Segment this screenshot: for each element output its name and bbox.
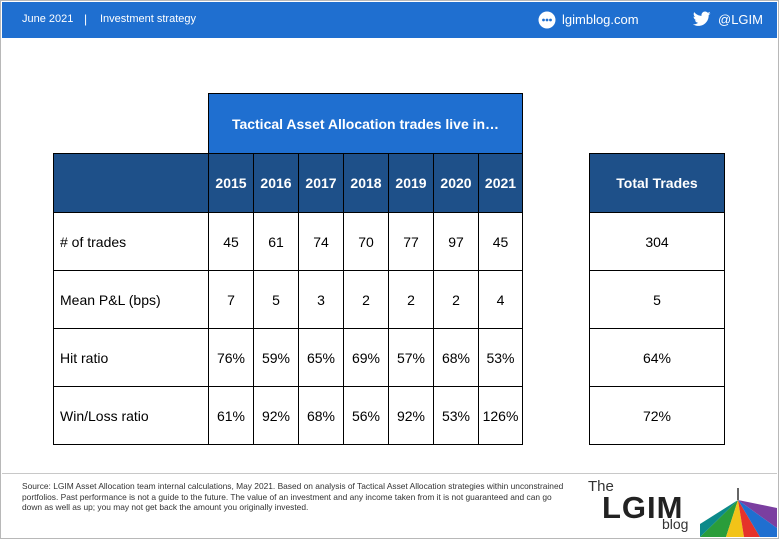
year-header: 2016 — [253, 153, 299, 213]
table-cell: 61% — [208, 386, 254, 445]
table-cell: 56% — [343, 386, 389, 445]
table-cell: 59% — [253, 328, 299, 387]
totals-cell: 5 — [589, 270, 725, 329]
header-twitter-handle[interactable]: @LGIM — [718, 12, 763, 27]
year-header: 2018 — [343, 153, 389, 213]
logo-blog: blog — [662, 516, 689, 532]
row-label: Win/Loss ratio — [53, 386, 209, 445]
table-cell: 3 — [298, 270, 344, 329]
table-cell: 92% — [388, 386, 434, 445]
table-corner-cell — [53, 153, 209, 213]
table-cell: 97 — [433, 212, 479, 271]
table-row: Mean P&L (bps) 7 5 3 2 2 2 4 — [53, 270, 523, 329]
table-cell: 61 — [253, 212, 299, 271]
table-row: Hit ratio 76% 59% 65% 69% 57% 68% 53% — [53, 328, 523, 387]
table-cell: 45 — [478, 212, 523, 271]
year-header: 2021 — [478, 153, 523, 213]
header-site-link[interactable]: lgimblog.com — [562, 12, 639, 27]
source-note: Source: LGIM Asset Allocation team inter… — [22, 481, 564, 512]
totals-header: Total Trades — [589, 153, 725, 213]
logo-lgim: LGIM — [602, 490, 684, 525]
table-title: Tactical Asset Allocation trades live in… — [208, 93, 523, 154]
table-cell: 68% — [433, 328, 479, 387]
year-header: 2019 — [388, 153, 434, 213]
table-cell: 2 — [388, 270, 434, 329]
table-cell: 69% — [343, 328, 389, 387]
totals-cell: 304 — [589, 212, 725, 271]
blog-icon — [538, 11, 556, 29]
table-cell: 53% — [478, 328, 523, 387]
table-row: # of trades 45 61 74 70 77 97 45 — [53, 212, 523, 271]
year-header: 2015 — [208, 153, 254, 213]
row-label: # of trades — [53, 212, 209, 271]
table-cell: 53% — [433, 386, 479, 445]
table-cell: 76% — [208, 328, 254, 387]
table-cell: 74 — [298, 212, 344, 271]
table-cell: 126% — [478, 386, 523, 445]
header-bar: June 2021 | Investment strategy lgimblog… — [2, 2, 777, 38]
table-cell: 92% — [253, 386, 299, 445]
row-label: Mean P&L (bps) — [53, 270, 209, 329]
table-cell: 57% — [388, 328, 434, 387]
year-header: 2017 — [298, 153, 344, 213]
table-cell: 2 — [343, 270, 389, 329]
table-cell: 2 — [433, 270, 479, 329]
header-separator: | — [84, 12, 88, 26]
footer-divider — [2, 473, 777, 474]
trades-table: Tactical Asset Allocation trades live in… — [53, 93, 523, 445]
table-cell: 70 — [343, 212, 389, 271]
totals-table: Total Trades 304 5 64% 72% — [589, 153, 725, 445]
table-row: Win/Loss ratio 61% 92% 68% 56% 92% 53% 1… — [53, 386, 523, 445]
header-section: Investment strategy — [100, 13, 196, 25]
table-cell: 65% — [298, 328, 344, 387]
table-cell: 5 — [253, 270, 299, 329]
twitter-icon — [693, 11, 711, 26]
table-cell: 77 — [388, 212, 434, 271]
totals-cell: 72% — [589, 386, 725, 445]
year-header: 2020 — [433, 153, 479, 213]
table-cell: 7 — [208, 270, 254, 329]
table-title-spacer — [54, 94, 209, 154]
table-cell: 4 — [478, 270, 523, 329]
row-label: Hit ratio — [53, 328, 209, 387]
header-date: June 2021 — [22, 13, 74, 25]
totals-cell: 64% — [589, 328, 725, 387]
table-cell: 68% — [298, 386, 344, 445]
umbrella-logo-icon — [700, 488, 777, 537]
table-cell: 45 — [208, 212, 254, 271]
logo-the: The — [588, 478, 614, 495]
